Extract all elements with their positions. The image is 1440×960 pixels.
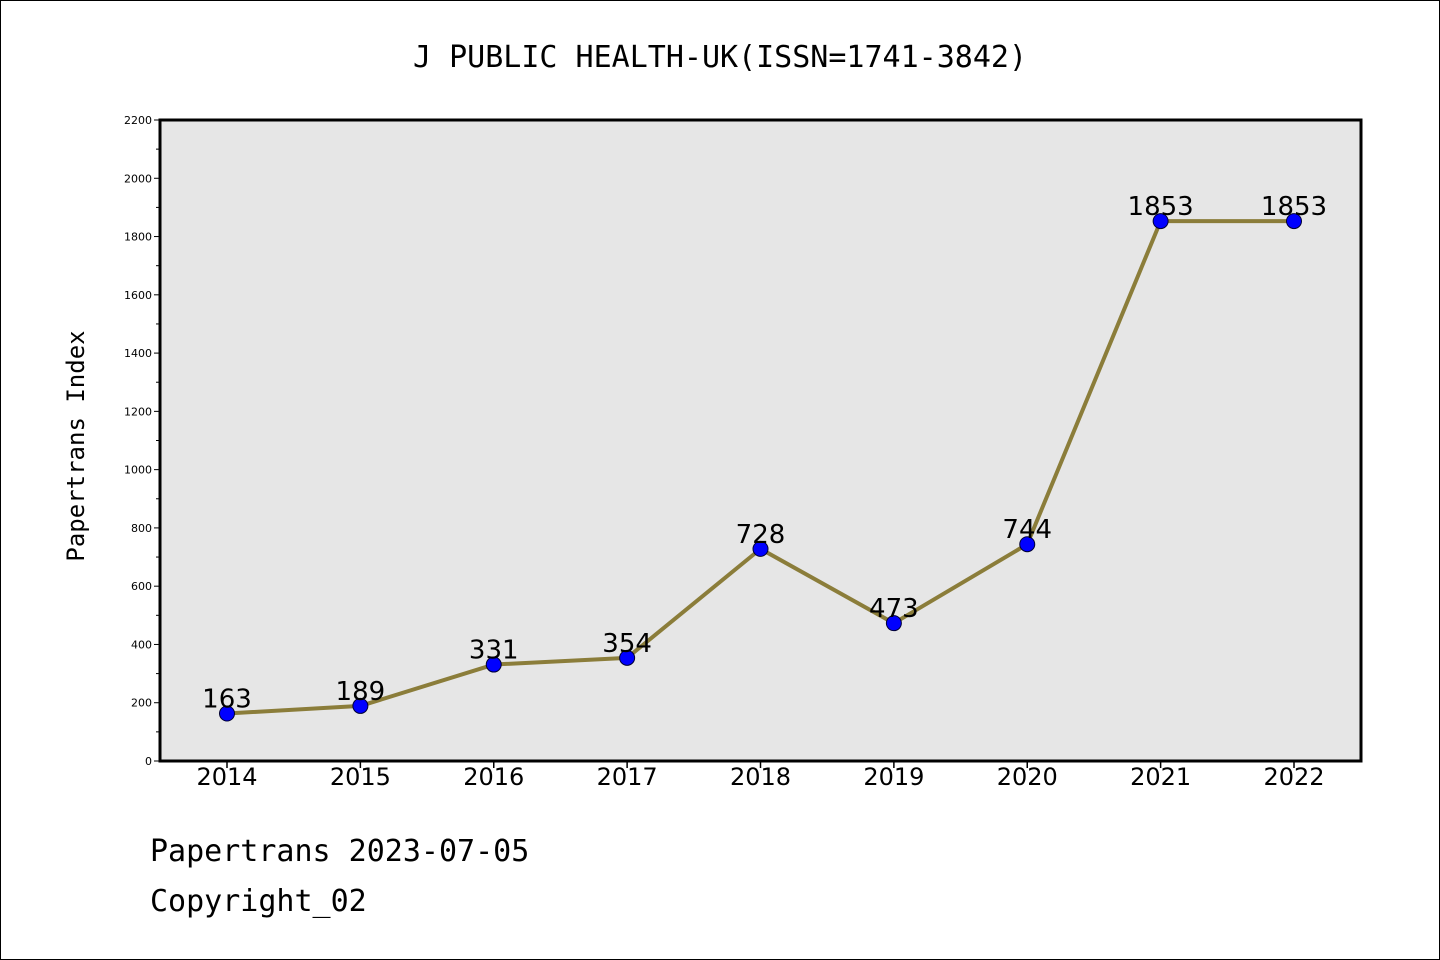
y-axis: 0 200 400 600 800 1000 1200 1400 1600 1800 2000 220… [124, 114, 160, 768]
x-tick-label-2016: 2016 [463, 763, 524, 791]
data-label-2018: 728 [736, 520, 786, 550]
data-label-2017: 354 [602, 629, 652, 659]
data-label-2014: 163 [202, 685, 252, 715]
x-tick-label-2014: 2014 [196, 763, 257, 791]
x-axis: 2014 2015 2016 2017 2018 2019 2020 2021 2022 [196, 761, 1325, 791]
data-point-2022 [1286, 213, 1302, 230]
data-point-2018 [752, 540, 769, 557]
data-point-2015 [352, 697, 369, 714]
footer-date: Papertrans 2023-07-05 [150, 834, 530, 869]
data-label-2016: 331 [469, 636, 519, 666]
y-tick-label-600: 600 [131, 580, 152, 593]
x-tick-label-2021: 2021 [1130, 763, 1191, 791]
data-point-2014 [219, 705, 235, 722]
y-tick-label-2000: 2000 [124, 172, 152, 185]
y-axis-label: Papertrans Index [62, 330, 90, 561]
series-papertrans-index [219, 213, 1302, 722]
x-tick-label-2015: 2015 [330, 763, 391, 791]
data-label-2019: 473 [869, 594, 919, 624]
data-point-2019 [885, 615, 902, 632]
y-tick-label-1600: 1600 [124, 289, 152, 302]
data-point-2016 [485, 656, 502, 673]
data-point-2017 [619, 649, 636, 666]
data-label-2015: 189 [336, 677, 386, 707]
y-tick-label-1000: 1000 [124, 464, 152, 477]
x-tick-label-2019: 2019 [863, 763, 924, 791]
x-tick-label-2020: 2020 [997, 763, 1058, 791]
data-label-2021: 1853 [1128, 192, 1194, 222]
y-tick-label-800: 800 [131, 522, 152, 535]
y-tick-label-1200: 1200 [124, 405, 152, 418]
y-tick-label-1400: 1400 [124, 347, 152, 360]
y-tick-label-1800: 1800 [124, 231, 152, 244]
y-tick-label-2200: 2200 [124, 114, 152, 127]
footer-copyright: Copyright_02 [150, 884, 367, 919]
data-point-2020 [1019, 536, 1036, 553]
x-tick-label-2018: 2018 [730, 763, 791, 791]
data-point-2021 [1152, 213, 1169, 230]
data-label-2022: 1853 [1261, 192, 1327, 222]
data-labels: 163 189 331 354 728 473 744 1853 1853 [202, 192, 1327, 714]
y-tick-label-0: 0 [145, 755, 152, 768]
data-label-2020: 744 [1002, 515, 1052, 545]
y-tick-label-200: 200 [131, 697, 152, 710]
chart-title: J PUBLIC HEALTH-UK(ISSN=1741-3842) [413, 40, 1027, 75]
y-tick-label-400: 400 [131, 638, 152, 651]
x-tick-label-2022: 2022 [1263, 763, 1324, 791]
x-tick-label-2017: 2017 [597, 763, 658, 791]
